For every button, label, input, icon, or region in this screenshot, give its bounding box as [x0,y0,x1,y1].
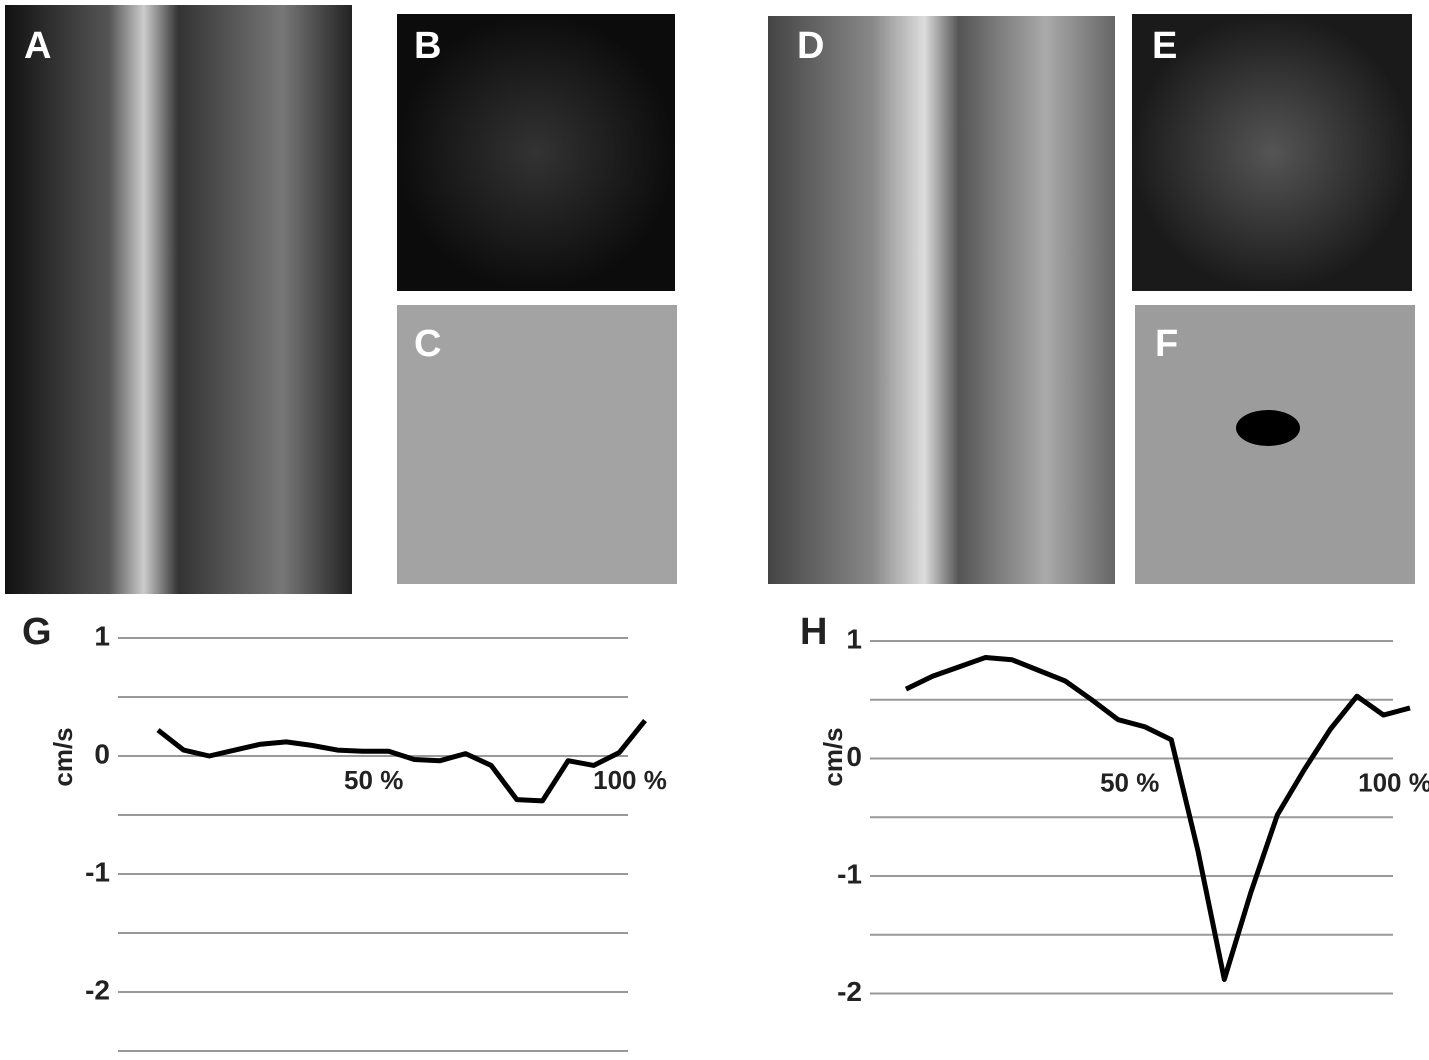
panel-label: F [1155,323,1178,365]
y-tick-label: -2 [837,976,862,1007]
y-tick-label: -2 [85,974,110,1005]
y-tick-label: 1 [846,623,862,654]
x-tick-label: 50 % [1100,767,1159,797]
flow-spot [1236,410,1300,446]
y-tick-label: 0 [94,738,110,769]
x-tick-label: 100 % [593,765,667,795]
y-tick-label: -1 [85,856,110,887]
y-axis-label: cm/s [818,727,848,786]
mri-image [768,16,1115,584]
chart-title: H [800,611,827,653]
mri-image [5,5,352,594]
panel-label: B [414,25,441,67]
line-series [904,654,1411,982]
mri-image [1132,14,1412,291]
panel-label: A [24,25,51,67]
panel-label: C [414,323,441,365]
y-tick-label: -1 [837,858,862,889]
phase-image [397,305,677,584]
chart-title: G [22,611,52,653]
x-tick-label: 100 % [1358,767,1429,797]
y-axis-label: cm/s [48,727,78,786]
x-tick-label: 50 % [344,765,403,795]
line-series [156,719,647,804]
panel-label: E [1152,25,1177,67]
mri-image [397,14,675,291]
y-tick-label: 1 [94,620,110,651]
y-tick-label: 0 [846,741,862,772]
panel-label: D [797,25,824,67]
